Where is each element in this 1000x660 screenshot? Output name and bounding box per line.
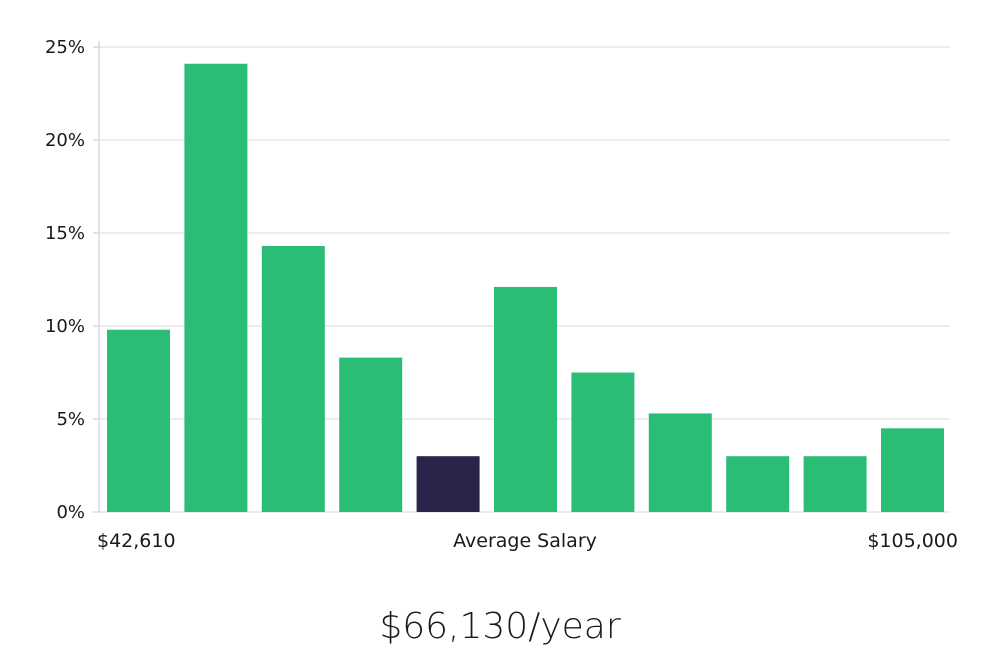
- y-tick-label: 25%: [45, 37, 85, 58]
- x-min-label: $42,610: [97, 530, 176, 552]
- bar: [881, 428, 944, 512]
- average-salary-value: $66,130/year: [379, 606, 621, 647]
- x-max-label: $105,000: [867, 530, 958, 552]
- bar: [339, 357, 403, 512]
- y-tick-label: 5%: [56, 409, 85, 430]
- bar: [648, 413, 712, 512]
- y-tick-label: 15%: [45, 223, 85, 244]
- y-axis-ticks: 0% 5% 10% 15% 20% 25%: [45, 37, 99, 523]
- y-tick-label: 0%: [56, 502, 85, 523]
- y-tick-label: 20%: [45, 130, 85, 151]
- bar: [571, 372, 635, 512]
- y-tick-label: 10%: [45, 316, 85, 337]
- bar: [494, 286, 557, 512]
- bar-highlighted: [416, 456, 480, 512]
- bar: [261, 246, 325, 512]
- bars: [107, 63, 944, 513]
- bar: [107, 329, 170, 512]
- x-center-label: Average Salary: [453, 530, 597, 552]
- salary-histogram: 0%5%10%15%20%25% $42,610 Average Salary …: [45, 37, 958, 552]
- bar: [803, 456, 867, 512]
- bar: [184, 63, 248, 513]
- bar: [726, 456, 790, 512]
